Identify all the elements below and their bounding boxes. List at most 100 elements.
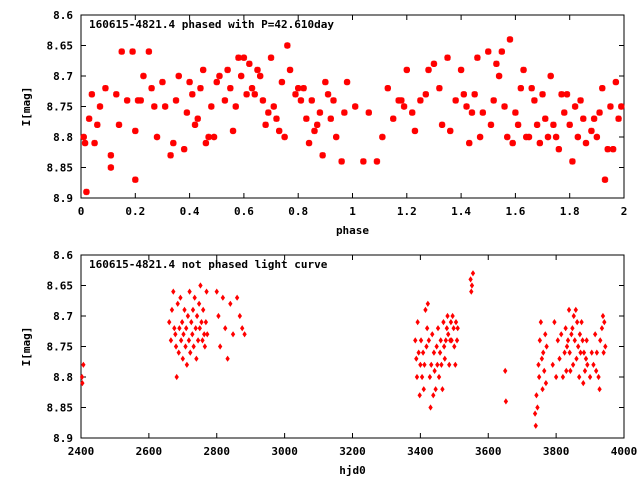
data-point bbox=[557, 355, 562, 362]
data-point bbox=[552, 133, 560, 141]
data-point bbox=[561, 109, 568, 116]
data-point bbox=[539, 91, 546, 98]
data-point bbox=[445, 312, 450, 320]
data-point bbox=[512, 109, 519, 116]
data-point bbox=[441, 343, 447, 350]
data-point bbox=[424, 325, 430, 332]
data-point bbox=[581, 349, 587, 356]
data-point bbox=[174, 373, 179, 381]
data-point bbox=[463, 103, 470, 110]
data-point bbox=[188, 349, 193, 356]
data-point bbox=[568, 367, 573, 374]
data-point bbox=[94, 121, 101, 128]
data-point bbox=[580, 337, 585, 344]
data-point bbox=[607, 103, 614, 110]
data-point bbox=[225, 355, 230, 362]
data-point bbox=[194, 115, 201, 122]
data-points bbox=[79, 270, 608, 429]
data-point bbox=[199, 66, 207, 74]
data-point bbox=[88, 91, 96, 98]
data-point bbox=[552, 319, 557, 326]
x-tick-label: 1 bbox=[349, 205, 356, 218]
data-point bbox=[573, 306, 578, 313]
data-point bbox=[571, 103, 579, 110]
data-point bbox=[597, 386, 602, 393]
data-point bbox=[324, 91, 332, 98]
data-point bbox=[194, 355, 199, 362]
data-point bbox=[305, 139, 313, 147]
data-point bbox=[564, 343, 570, 350]
data-point bbox=[153, 133, 161, 141]
data-point bbox=[118, 48, 125, 55]
data-point bbox=[267, 54, 275, 61]
y-tick-label: 8.7 bbox=[53, 310, 73, 323]
data-point bbox=[534, 392, 539, 399]
data-point bbox=[414, 355, 419, 362]
data-point bbox=[562, 349, 567, 356]
data-point bbox=[373, 158, 381, 165]
data-point bbox=[379, 133, 386, 141]
data-point bbox=[178, 337, 184, 344]
y-tick-label: 8.8 bbox=[53, 131, 73, 144]
data-point bbox=[300, 85, 307, 92]
data-point bbox=[592, 331, 598, 338]
data-point bbox=[417, 392, 422, 399]
y-tick-label: 8.6 bbox=[53, 249, 73, 262]
data-point bbox=[567, 349, 572, 356]
data-point bbox=[471, 91, 478, 98]
data-point bbox=[446, 331, 451, 338]
data-point bbox=[167, 152, 174, 159]
y-tick-label: 8.8 bbox=[53, 371, 73, 384]
data-point bbox=[81, 361, 86, 368]
data-point bbox=[581, 380, 586, 387]
data-point bbox=[190, 331, 195, 338]
data-point bbox=[435, 325, 441, 332]
data-point bbox=[454, 337, 460, 344]
data-point bbox=[216, 72, 223, 80]
data-point bbox=[311, 127, 318, 135]
data-point bbox=[281, 133, 288, 141]
data-point bbox=[341, 109, 348, 116]
data-point bbox=[542, 367, 547, 374]
data-point bbox=[430, 60, 438, 67]
data-point bbox=[566, 306, 572, 313]
data-point bbox=[550, 121, 557, 128]
data-point bbox=[201, 306, 206, 313]
data-point bbox=[615, 115, 622, 122]
data-point bbox=[297, 97, 305, 104]
data-point bbox=[531, 97, 538, 104]
data-point bbox=[145, 48, 153, 55]
data-point bbox=[197, 85, 204, 92]
data-point bbox=[191, 121, 199, 128]
data-point bbox=[541, 349, 546, 356]
data-point bbox=[240, 325, 245, 332]
x-tick-label: 0.8 bbox=[288, 205, 308, 218]
data-point bbox=[442, 355, 447, 362]
y-axis-label: I[mag] bbox=[20, 87, 33, 127]
x-tick-label: 3000 bbox=[271, 445, 298, 458]
data-point bbox=[555, 146, 563, 153]
data-points bbox=[80, 36, 625, 196]
data-point bbox=[503, 398, 509, 405]
data-point bbox=[175, 72, 182, 80]
data-point bbox=[159, 78, 166, 86]
data-point bbox=[543, 331, 548, 338]
data-point bbox=[81, 139, 89, 147]
data-point bbox=[200, 337, 205, 344]
data-point bbox=[603, 343, 608, 350]
data-point bbox=[123, 97, 131, 104]
data-point bbox=[113, 91, 120, 98]
data-point bbox=[202, 331, 207, 338]
data-point bbox=[455, 325, 460, 332]
data-point bbox=[528, 85, 535, 92]
data-point bbox=[286, 66, 294, 74]
data-point bbox=[183, 343, 188, 350]
data-point bbox=[538, 319, 544, 326]
data-point bbox=[175, 300, 180, 307]
data-point bbox=[468, 276, 473, 283]
data-point bbox=[431, 392, 436, 399]
data-point bbox=[194, 312, 200, 320]
data-point bbox=[409, 109, 416, 116]
data-point bbox=[579, 319, 584, 326]
data-point bbox=[216, 312, 221, 320]
